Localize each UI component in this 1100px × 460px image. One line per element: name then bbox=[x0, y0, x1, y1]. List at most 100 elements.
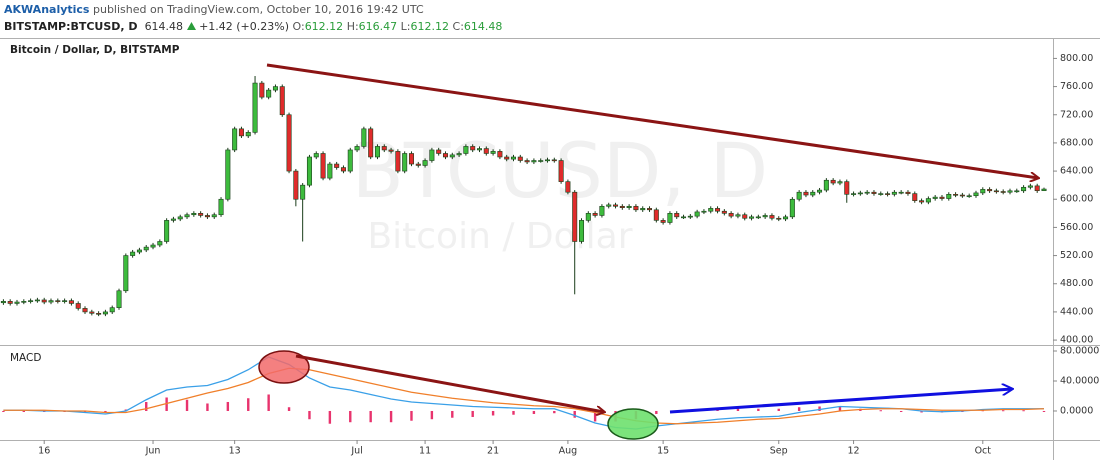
candle-body bbox=[306, 156, 312, 186]
chart-title: Bitcoin / Dollar, D, BITSTAMP bbox=[10, 44, 180, 56]
candle-body bbox=[789, 198, 795, 218]
candle-body bbox=[327, 163, 333, 179]
candle-body bbox=[463, 146, 469, 154]
candle-body bbox=[810, 191, 816, 196]
candle-body bbox=[483, 148, 489, 154]
candle-body bbox=[803, 191, 809, 196]
candle-body bbox=[993, 190, 999, 193]
x-tick-label: 12 bbox=[848, 446, 860, 457]
histogram-bar bbox=[145, 401, 148, 411]
watermark-subtitle: Bitcoin / Dollar bbox=[367, 216, 632, 257]
candle-body bbox=[606, 204, 612, 207]
candle-body bbox=[538, 160, 544, 162]
histogram-bar bbox=[349, 410, 352, 423]
ohlc-label: L: bbox=[400, 20, 411, 33]
candle-body bbox=[48, 300, 54, 303]
trend-arrow bbox=[266, 63, 1038, 178]
y-tick-label: 800.00 bbox=[1060, 53, 1093, 64]
histogram-bar bbox=[287, 407, 291, 411]
candle-body bbox=[517, 156, 523, 161]
candle-body bbox=[96, 313, 102, 315]
candle-body bbox=[701, 210, 707, 213]
histogram-bar bbox=[920, 410, 923, 413]
candle-body bbox=[184, 214, 190, 218]
candle-body bbox=[721, 210, 727, 214]
histogram-bar bbox=[267, 394, 270, 411]
candle-body bbox=[966, 195, 972, 198]
x-tick-label: 11 bbox=[419, 446, 431, 457]
candle-body bbox=[749, 216, 755, 219]
x-tick-label: Sep bbox=[770, 446, 788, 457]
candle-body bbox=[402, 153, 408, 172]
candle-body bbox=[490, 151, 496, 154]
candle-body bbox=[347, 149, 353, 172]
candle-body bbox=[41, 299, 47, 303]
candle-body bbox=[429, 149, 435, 161]
x-tick-label: Jul bbox=[350, 446, 362, 457]
candle-body bbox=[708, 208, 714, 212]
ohlc-value: 612.12 bbox=[304, 20, 344, 33]
candle-body bbox=[470, 146, 476, 151]
y-tick-label: 680.00 bbox=[1060, 137, 1093, 148]
candle-body bbox=[272, 86, 278, 91]
candle-body bbox=[354, 146, 360, 151]
candle-body bbox=[436, 149, 442, 154]
candle-body bbox=[286, 114, 292, 172]
x-tick-label: Aug bbox=[559, 446, 578, 457]
histogram-bar bbox=[247, 398, 250, 411]
candle-body bbox=[130, 251, 136, 256]
ohlc-label: H: bbox=[346, 20, 359, 33]
candle-body bbox=[633, 205, 639, 211]
candle-body bbox=[150, 244, 156, 248]
candle-body bbox=[21, 301, 27, 303]
histogram-bar bbox=[1001, 410, 1005, 412]
candle-body bbox=[82, 308, 88, 313]
y-tick-label: 0.0000 bbox=[1060, 405, 1093, 416]
author[interactable]: AKWAnalytics bbox=[4, 3, 90, 16]
histogram-bar bbox=[308, 410, 311, 420]
candle-body bbox=[946, 194, 952, 199]
candle-body bbox=[796, 191, 802, 200]
candle-body bbox=[613, 204, 619, 207]
candle-body bbox=[531, 160, 537, 163]
candle-body bbox=[164, 220, 170, 242]
candle-body bbox=[442, 153, 448, 158]
candle-body bbox=[89, 311, 95, 314]
candle-body bbox=[585, 213, 591, 221]
candle-body bbox=[510, 156, 516, 160]
candle-body bbox=[211, 214, 217, 218]
y-tick-label: 520.00 bbox=[1060, 250, 1093, 261]
candle-body bbox=[1041, 188, 1047, 192]
candle-body bbox=[844, 181, 850, 195]
candle-body bbox=[694, 211, 700, 217]
candle-body bbox=[177, 216, 183, 220]
candle-body bbox=[912, 193, 918, 201]
quote-row: BITSTAMP:BTCUSD, D 614.48 +1.42 (+0.23%)… bbox=[4, 20, 502, 33]
candle-body bbox=[34, 299, 40, 302]
candle-body bbox=[456, 153, 462, 156]
candle-body bbox=[422, 160, 428, 166]
x-tick-label: 21 bbox=[487, 446, 499, 457]
macd-line bbox=[3, 356, 1044, 430]
candle-body bbox=[626, 205, 632, 208]
y-tick-label: 480.00 bbox=[1060, 278, 1093, 289]
candle-body bbox=[681, 216, 687, 219]
candle-body bbox=[660, 220, 666, 223]
histogram-bar bbox=[104, 410, 107, 413]
candle-body bbox=[647, 208, 653, 211]
histogram-bar bbox=[512, 410, 515, 415]
histogram-bar bbox=[491, 410, 495, 416]
candle-body bbox=[497, 151, 503, 158]
candle-body bbox=[300, 184, 306, 200]
pane-title: MACD bbox=[10, 352, 41, 364]
candle-body bbox=[987, 189, 993, 192]
candle-body bbox=[551, 159, 557, 162]
candle-body bbox=[953, 194, 959, 196]
candle-body bbox=[1000, 191, 1006, 193]
candle-body bbox=[116, 290, 122, 308]
candle-body bbox=[817, 189, 823, 193]
candle-body bbox=[667, 213, 673, 223]
candle-body bbox=[381, 146, 387, 151]
candle-body bbox=[762, 215, 768, 218]
